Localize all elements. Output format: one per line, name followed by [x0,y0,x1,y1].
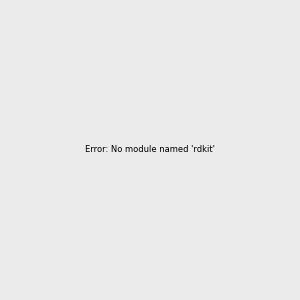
Text: Error: No module named 'rdkit': Error: No module named 'rdkit' [85,146,215,154]
